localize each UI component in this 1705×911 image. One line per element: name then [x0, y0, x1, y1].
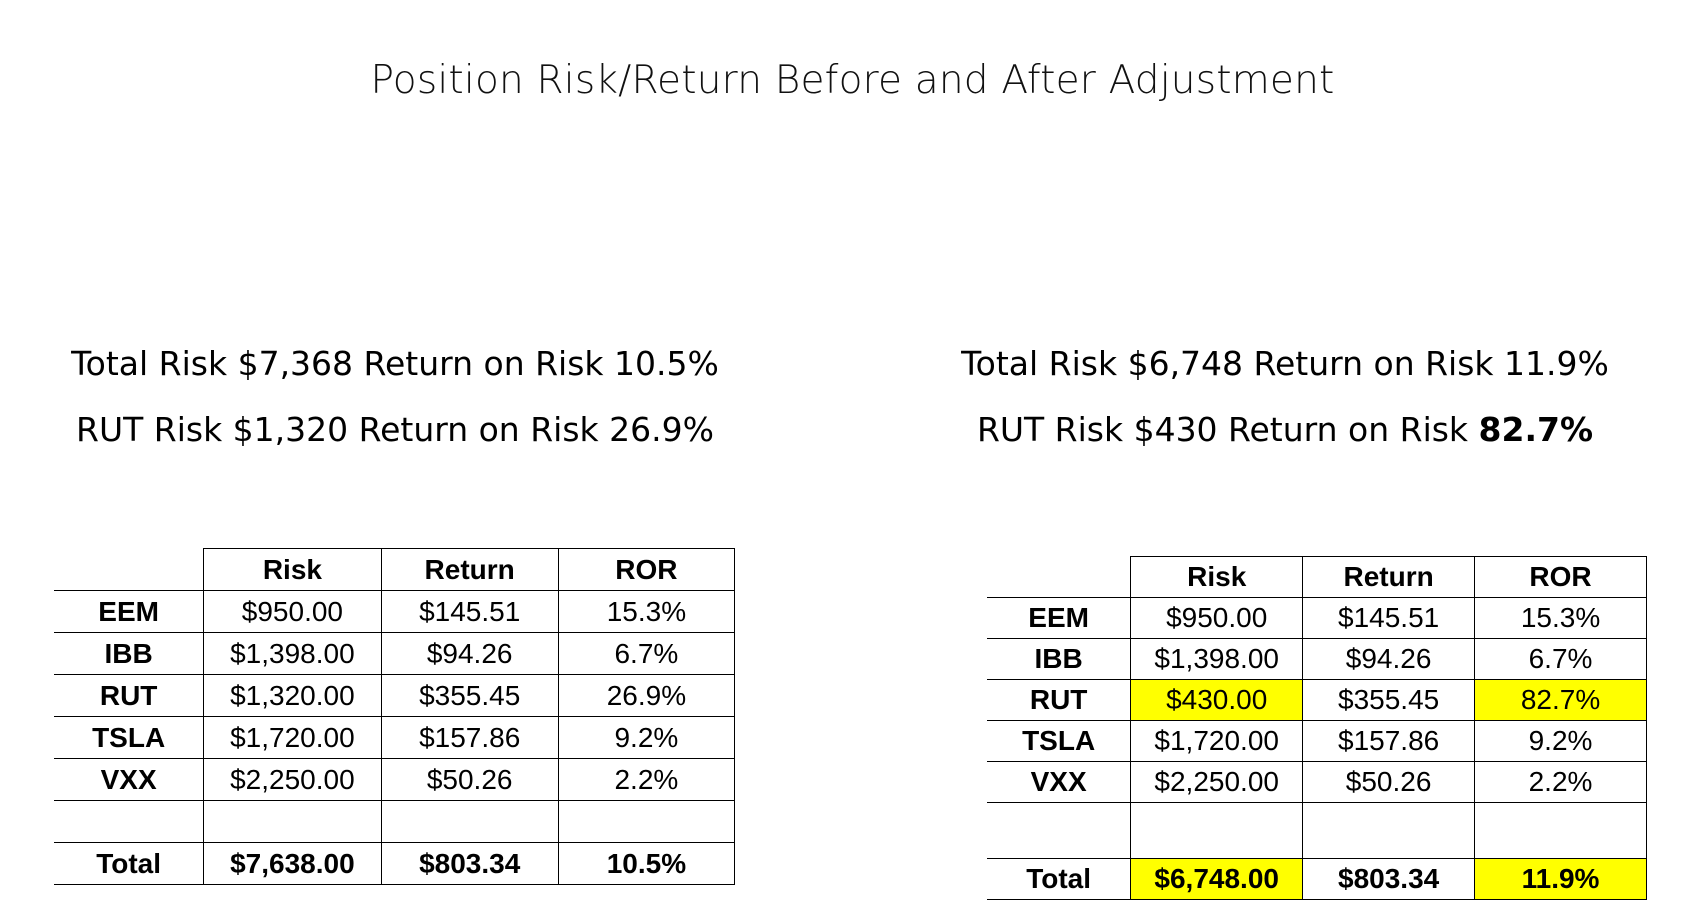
- risk-cell: $2,250.00: [1130, 761, 1304, 803]
- table-row: VXX $2,250.00 $50.26 2.2%: [987, 761, 1647, 803]
- table-row: EEM $950.00 $145.51 15.3%: [54, 590, 736, 633]
- return-cell: [1302, 802, 1476, 859]
- ror-cell: 15.3%: [1474, 597, 1647, 639]
- table-row: TSLA $1,720.00 $157.86 9.2%: [987, 720, 1647, 762]
- after-rut-risk-line: RUT Risk $430 Return on Risk 82.7%: [930, 397, 1640, 463]
- total-ror-cell: 10.5%: [557, 842, 736, 885]
- table-row: IBB $1,398.00 $94.26 6.7%: [54, 632, 736, 675]
- after-summary: Total Risk $6,748 Return on Risk 11.9% R…: [930, 331, 1640, 463]
- table-header-row: Risk Return ROR: [54, 548, 736, 591]
- risk-cell: $2,250.00: [203, 758, 382, 801]
- ticker-cell: [54, 800, 205, 843]
- before-summary: Total Risk $7,368 Return on Risk 10.5% R…: [40, 331, 750, 463]
- empty-row: [987, 802, 1647, 859]
- risk-cell: $1,320.00: [203, 674, 382, 717]
- total-label-cell: Total: [987, 858, 1132, 900]
- before-table: Risk Return ROR EEM $950.00 $145.51 15.3…: [54, 548, 736, 885]
- ror-cell: [557, 800, 736, 843]
- ror-cell: 9.2%: [1474, 720, 1647, 762]
- total-row: Total $7,638.00 $803.34 10.5%: [54, 842, 736, 885]
- return-cell: $94.26: [380, 632, 559, 675]
- table-row: VXX $2,250.00 $50.26 2.2%: [54, 758, 736, 801]
- risk-cell: $1,398.00: [1130, 638, 1304, 680]
- ticker-cell: EEM: [987, 597, 1132, 639]
- after-rut-ror-value: 82.7%: [1478, 410, 1594, 449]
- risk-cell-highlighted: $430.00: [1130, 679, 1304, 721]
- table-row: EEM $950.00 $145.51 15.3%: [987, 597, 1647, 639]
- total-risk-cell-highlighted: $6,748.00: [1130, 858, 1304, 900]
- after-total-risk-line: Total Risk $6,748 Return on Risk 11.9%: [961, 344, 1609, 383]
- header-cell: ROR: [1474, 556, 1647, 598]
- ticker-cell: RUT: [54, 674, 205, 717]
- ticker-cell: IBB: [987, 638, 1132, 680]
- ror-cell: 15.3%: [557, 590, 736, 633]
- ror-cell: 6.7%: [557, 632, 736, 675]
- before-total-risk-line: Total Risk $7,368 Return on Risk 10.5%: [71, 344, 719, 383]
- total-label-cell: Total: [54, 842, 205, 885]
- total-ror-cell-highlighted: 11.9%: [1474, 858, 1647, 900]
- risk-cell: [203, 800, 382, 843]
- ror-cell: 26.9%: [557, 674, 736, 717]
- return-cell: $157.86: [380, 716, 559, 759]
- ticker-cell: RUT: [987, 679, 1132, 721]
- ticker-cell: VXX: [54, 758, 205, 801]
- ror-cell: 2.2%: [557, 758, 736, 801]
- empty-row: [54, 800, 736, 843]
- table-row: TSLA $1,720.00 $157.86 9.2%: [54, 716, 736, 759]
- risk-cell: $1,720.00: [1130, 720, 1304, 762]
- return-cell: [380, 800, 559, 843]
- ror-cell-highlighted: 82.7%: [1474, 679, 1647, 721]
- return-cell: $355.45: [380, 674, 559, 717]
- header-cell: Return: [380, 548, 559, 591]
- return-cell: $50.26: [380, 758, 559, 801]
- ticker-cell: VXX: [987, 761, 1132, 803]
- risk-cell: $1,720.00: [203, 716, 382, 759]
- header-cell: ROR: [557, 548, 736, 591]
- risk-cell: $950.00: [203, 590, 382, 633]
- ror-cell: 9.2%: [557, 716, 736, 759]
- ror-cell: [1474, 802, 1647, 859]
- risk-cell: $1,398.00: [203, 632, 382, 675]
- table-row: IBB $1,398.00 $94.26 6.7%: [987, 638, 1647, 680]
- header-cell: Risk: [203, 548, 382, 591]
- return-cell: $50.26: [1302, 761, 1476, 803]
- total-row: Total $6,748.00 $803.34 11.9%: [987, 858, 1647, 900]
- table-row: RUT $430.00 $355.45 82.7%: [987, 679, 1647, 721]
- return-cell: $355.45: [1302, 679, 1476, 721]
- ticker-cell: TSLA: [54, 716, 205, 759]
- return-cell: $94.26: [1302, 638, 1476, 680]
- ticker-cell: IBB: [54, 632, 205, 675]
- header-cell: [54, 548, 205, 591]
- after-table: Risk Return ROR EEM $950.00 $145.51 15.3…: [987, 556, 1647, 900]
- ticker-cell: [987, 802, 1132, 859]
- header-cell: Risk: [1130, 556, 1304, 598]
- ror-cell: 2.2%: [1474, 761, 1647, 803]
- table-header-row: Risk Return ROR: [987, 556, 1647, 598]
- risk-cell: [1130, 802, 1304, 859]
- ticker-cell: EEM: [54, 590, 205, 633]
- table-row: RUT $1,320.00 $355.45 26.9%: [54, 674, 736, 717]
- header-cell: Return: [1302, 556, 1476, 598]
- return-cell: $157.86: [1302, 720, 1476, 762]
- page-title: Position Risk/Return Before and After Ad…: [370, 58, 1335, 103]
- ror-cell: 6.7%: [1474, 638, 1647, 680]
- total-risk-cell: $7,638.00: [203, 842, 382, 885]
- total-return-cell: $803.34: [380, 842, 559, 885]
- ticker-cell: TSLA: [987, 720, 1132, 762]
- before-rut-risk-line: RUT Risk $1,320 Return on Risk 26.9%: [76, 410, 714, 449]
- return-cell: $145.51: [1302, 597, 1476, 639]
- risk-cell: $950.00: [1130, 597, 1304, 639]
- after-rut-risk-text: RUT Risk $430 Return on Risk: [976, 410, 1479, 449]
- total-return-cell: $803.34: [1302, 858, 1476, 900]
- return-cell: $145.51: [380, 590, 559, 633]
- header-cell: [987, 556, 1132, 598]
